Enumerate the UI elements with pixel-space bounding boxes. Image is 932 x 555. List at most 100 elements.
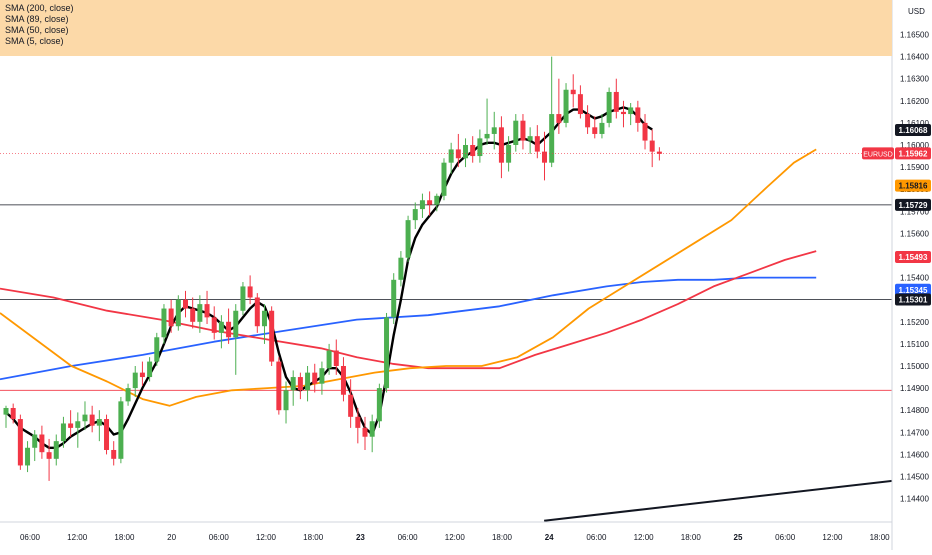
candle[interactable] (427, 191, 433, 216)
candle[interactable] (542, 131, 547, 181)
candle[interactable] (104, 414, 110, 455)
candle[interactable] (549, 56, 555, 168)
candle[interactable] (463, 138, 469, 168)
candle[interactable] (75, 412, 81, 448)
candle[interactable] (183, 290, 188, 318)
candle[interactable] (412, 202, 418, 229)
candle[interactable] (384, 312, 390, 393)
candle[interactable] (534, 125, 540, 159)
candle[interactable] (376, 383, 382, 428)
candle[interactable] (319, 361, 325, 395)
candle[interactable] (628, 103, 634, 126)
legend-sma-50[interactable]: SMA (50, close) (5, 25, 69, 35)
candle[interactable] (247, 275, 253, 305)
price-axis[interactable]: 1.165001.164001.163001.162001.161001.160… (900, 31, 929, 504)
candle[interactable] (340, 357, 346, 402)
candle[interactable] (570, 74, 576, 108)
candle[interactable] (369, 414, 375, 453)
candle[interactable] (333, 339, 339, 375)
candle[interactable] (520, 114, 526, 150)
candle[interactable] (355, 407, 361, 444)
candle[interactable] (326, 343, 332, 375)
candle[interactable] (53, 434, 59, 466)
candle[interactable] (556, 78, 562, 134)
candle[interactable] (96, 410, 102, 442)
candle[interactable] (283, 381, 289, 424)
candle[interactable] (132, 366, 138, 397)
candle[interactable] (118, 396, 124, 464)
candle[interactable] (599, 114, 605, 139)
candle[interactable] (46, 438, 52, 481)
candle[interactable] (276, 357, 282, 415)
candle[interactable] (642, 114, 648, 150)
candle[interactable] (391, 273, 397, 325)
price-label-2[interactable]: 1.15816 (895, 179, 931, 192)
price-label-4[interactable]: 1.15493 (895, 251, 931, 264)
candle[interactable] (491, 111, 497, 150)
candle[interactable] (448, 142, 454, 174)
candle[interactable] (39, 425, 45, 459)
candle[interactable] (10, 403, 16, 424)
candle[interactable] (190, 297, 196, 329)
candle[interactable] (635, 100, 641, 132)
candle[interactable] (60, 416, 66, 448)
candle[interactable] (161, 304, 167, 344)
candle[interactable] (620, 100, 626, 128)
price-label-6[interactable]: 1.15301 (895, 293, 931, 306)
candle[interactable] (89, 405, 95, 433)
candle[interactable] (254, 293, 260, 333)
candle[interactable] (348, 379, 354, 428)
candle[interactable] (606, 87, 612, 128)
candle[interactable] (111, 441, 117, 466)
candle[interactable] (204, 290, 210, 325)
candle[interactable] (240, 282, 246, 316)
candle[interactable] (290, 370, 296, 406)
candle[interactable] (563, 83, 569, 128)
sma-50-line[interactable] (0, 148, 817, 407)
candle[interactable] (168, 299, 174, 333)
candle[interactable] (649, 129, 655, 168)
sma-200-line[interactable] (0, 276, 817, 381)
candle[interactable] (398, 251, 404, 287)
candle[interactable] (656, 147, 662, 161)
candle[interactable] (585, 105, 591, 134)
candle[interactable] (613, 78, 619, 119)
candle[interactable] (498, 116, 504, 179)
candle[interactable] (25, 441, 31, 473)
candle[interactable] (226, 308, 232, 344)
time-axis[interactable]: 06:00 12:00 18:00 20 06:00 12:00 18:00 23 06:00 1… (20, 533, 890, 542)
candle[interactable] (441, 158, 447, 201)
candle[interactable] (305, 366, 311, 402)
legend-sma-89[interactable]: SMA (89, close) (5, 14, 69, 24)
candle[interactable] (154, 332, 160, 366)
candle[interactable] (197, 295, 203, 333)
candle[interactable] (419, 193, 425, 218)
candle[interactable] (68, 410, 74, 437)
candle[interactable] (506, 136, 512, 172)
candle[interactable] (211, 306, 217, 340)
candle[interactable] (577, 85, 583, 119)
candle[interactable] (592, 116, 598, 139)
candle[interactable] (175, 295, 181, 331)
price-label-0[interactable]: 1.16068 (895, 123, 931, 136)
candle[interactable] (484, 98, 490, 145)
candle[interactable] (312, 363, 318, 393)
candle[interactable] (147, 357, 153, 382)
candle[interactable] (269, 306, 275, 366)
candle[interactable] (125, 383, 131, 406)
candle[interactable] (233, 304, 239, 375)
candle[interactable] (470, 136, 476, 163)
candle[interactable] (218, 315, 224, 349)
price-label-3[interactable]: 1.15729 (895, 198, 931, 211)
candle[interactable] (297, 372, 303, 400)
candle[interactable] (139, 361, 145, 386)
candle[interactable] (82, 401, 88, 431)
candle[interactable] (434, 193, 440, 212)
candle[interactable] (527, 127, 533, 154)
candle[interactable] (362, 416, 368, 450)
legend-sma-5[interactable]: SMA (5, close) (5, 36, 64, 46)
price-label-5[interactable]: 1.15345 (895, 283, 931, 296)
legend-sma-200[interactable]: SMA (200, close) (5, 3, 74, 13)
